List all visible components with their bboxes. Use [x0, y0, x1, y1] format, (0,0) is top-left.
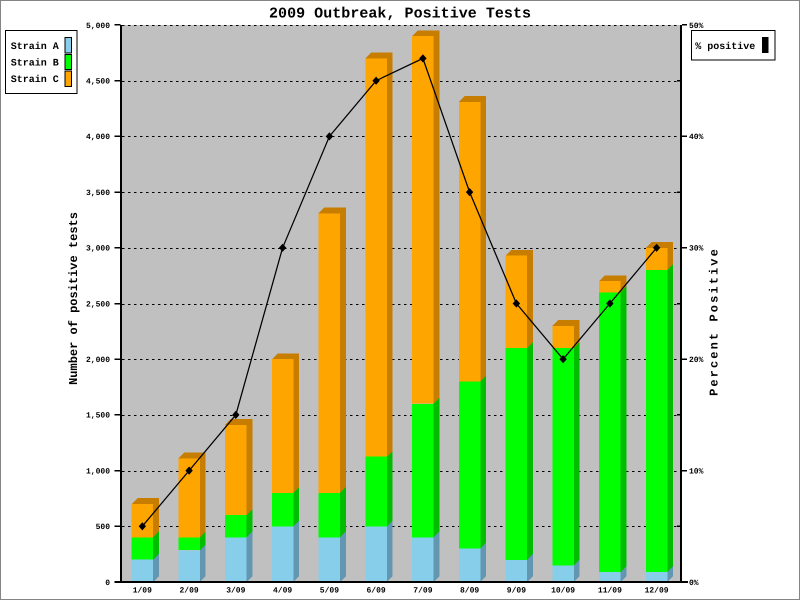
svg-text:1,000: 1,000 [86, 467, 110, 476]
svg-text:10/09: 10/09 [551, 587, 575, 596]
svg-text:5/09: 5/09 [320, 587, 339, 596]
svg-text:5,000: 5,000 [86, 22, 110, 31]
svg-text:Number of positive tests: Number of positive tests [67, 212, 81, 385]
svg-text:2,000: 2,000 [86, 356, 110, 365]
svg-text:10%: 10% [689, 467, 704, 476]
svg-text:4,000: 4,000 [86, 133, 110, 142]
svg-text:Strain B: Strain B [11, 58, 59, 70]
svg-text:0: 0 [105, 579, 110, 588]
svg-text:12/09: 12/09 [645, 587, 669, 596]
svg-text:40%: 40% [689, 133, 704, 142]
svg-text:500: 500 [96, 523, 111, 532]
svg-text:4/09: 4/09 [273, 587, 292, 596]
svg-text:11/09: 11/09 [598, 587, 622, 596]
svg-text:Strain C: Strain C [11, 74, 59, 86]
svg-text:9/09: 9/09 [507, 587, 526, 596]
svg-text:3,000: 3,000 [86, 245, 110, 254]
svg-text:30%: 30% [689, 245, 704, 254]
svg-text:8/09: 8/09 [460, 587, 479, 596]
svg-text:2/09: 2/09 [179, 587, 198, 596]
svg-text:4,500: 4,500 [86, 78, 110, 87]
svg-text:3/09: 3/09 [226, 587, 245, 596]
svg-text:7/09: 7/09 [413, 587, 432, 596]
svg-text:3,500: 3,500 [86, 189, 110, 198]
svg-text:50%: 50% [689, 22, 704, 31]
svg-text:6/09: 6/09 [366, 587, 385, 596]
svg-text:0%: 0% [689, 579, 699, 588]
svg-text:2009 Outbreak, Positive Tests: 2009 Outbreak, Positive Tests [269, 6, 531, 23]
svg-text:2,500: 2,500 [86, 300, 110, 309]
svg-text:Strain A: Strain A [11, 41, 59, 53]
svg-text:% positive: % positive [695, 41, 755, 53]
svg-text:Percent Positive: Percent Positive [708, 247, 722, 396]
svg-text:1/09: 1/09 [133, 587, 152, 596]
svg-text:1,500: 1,500 [86, 412, 110, 421]
svg-text:20%: 20% [689, 356, 704, 365]
